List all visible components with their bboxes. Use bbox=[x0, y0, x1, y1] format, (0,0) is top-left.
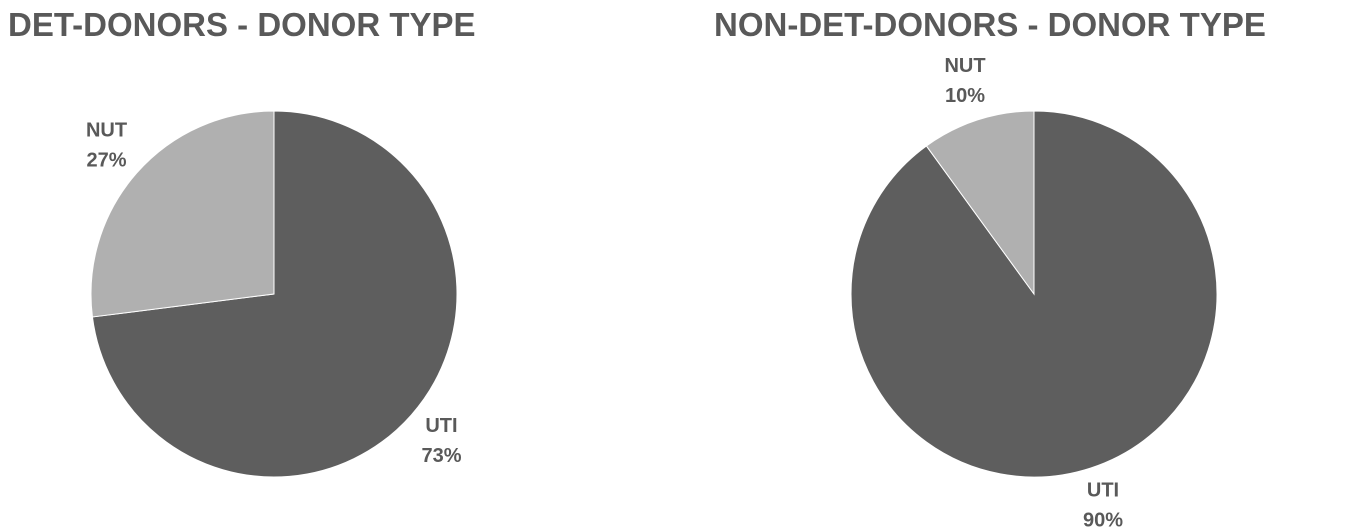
chart-title: DET-DONORS - DONOR TYPE bbox=[8, 6, 476, 43]
pie-slice bbox=[90, 110, 275, 318]
slice-label: NUT bbox=[944, 55, 985, 77]
pie-slice bbox=[925, 110, 1035, 296]
slice-value-label: 10% bbox=[945, 85, 985, 107]
slice-value-label: 73% bbox=[421, 445, 461, 467]
slice-value-label: 27% bbox=[87, 150, 127, 172]
slice-value-label: 90% bbox=[1083, 510, 1123, 530]
slice-label: UTI bbox=[1087, 480, 1119, 502]
slice-label: UTI bbox=[425, 415, 457, 437]
chart-title: NON-DET-DONORS - DONOR TYPE bbox=[714, 6, 1266, 43]
pie-slice bbox=[91, 110, 458, 478]
slice-label: NUT bbox=[86, 120, 127, 142]
